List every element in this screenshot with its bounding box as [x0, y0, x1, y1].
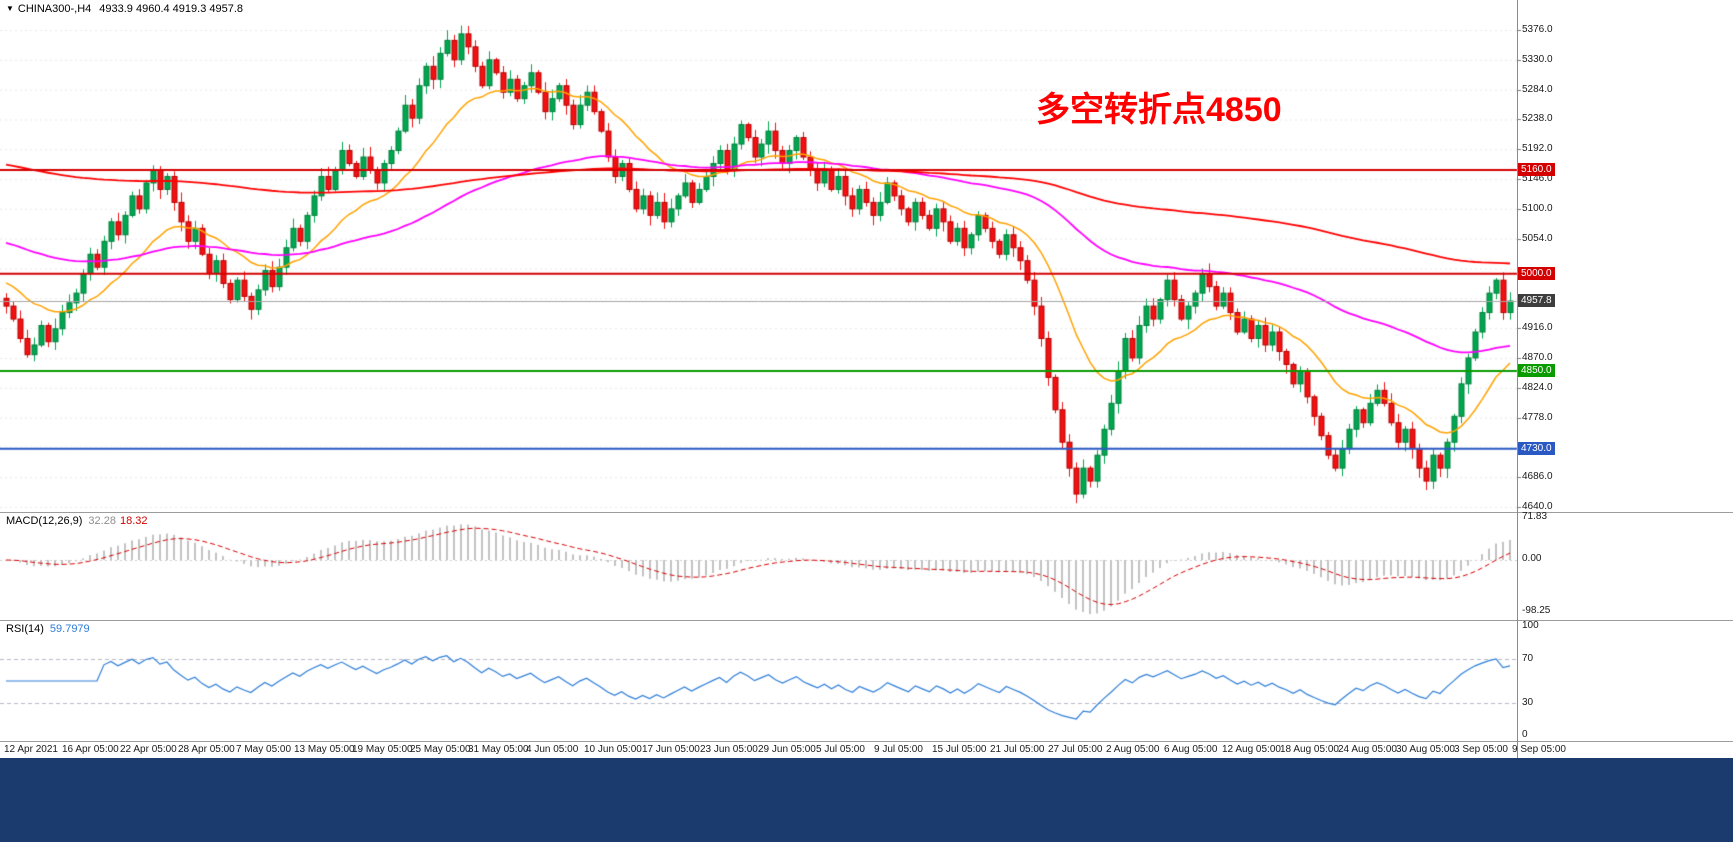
- time-axis-label: 10 Jun 05:00: [584, 744, 642, 755]
- price-badge-5160-0: 5160.0: [1518, 162, 1555, 176]
- time-axis-label: 16 Apr 05:00: [62, 744, 119, 755]
- price-badge-5000-0: 5000.0: [1518, 266, 1555, 280]
- rsi-label-text: RSI(14): [6, 623, 44, 635]
- time-axis-label: 7 May 05:00: [236, 744, 292, 755]
- time-axis-label: 6 Aug 05:00: [1164, 744, 1218, 755]
- price-axis-label: 4916.0: [1522, 322, 1553, 334]
- time-axis-label: 31 May 05:00: [468, 744, 529, 755]
- time-axis-label: 17 Jun 05:00: [642, 744, 700, 755]
- price-axis-label: 5376.0: [1522, 24, 1553, 35]
- price-axis-label: 5192.0: [1522, 143, 1553, 155]
- price-axis-label: 5238.0: [1522, 113, 1553, 125]
- time-axis-label: 29 Jun 05:00: [758, 744, 816, 755]
- price-axis-label: 4870.0: [1522, 351, 1553, 363]
- price-axis-label: 4640.0: [1522, 501, 1553, 512]
- time-axis-label: 27 Jul 05:00: [1048, 744, 1103, 755]
- macd-axis-max-label: 71.83: [1522, 511, 1548, 522]
- time-axis-label: 12 Aug 05:00: [1222, 744, 1281, 755]
- time-axis-label: 3 Sep 05:00: [1454, 744, 1508, 755]
- time-axis-separator: [0, 741, 1733, 742]
- time-axis-label: 30 Aug 05:00: [1396, 744, 1455, 755]
- time-axis-label: 18 Aug 05:00: [1280, 744, 1339, 755]
- price-axis-label: 4686.0: [1522, 471, 1553, 483]
- time-axis-label: 9 Sep 05:00: [1512, 744, 1566, 755]
- macd-axis-min-label: -98.25: [1522, 605, 1551, 616]
- time-axis-label: 19 May 05:00: [352, 744, 413, 755]
- price-axis-border: [1517, 0, 1518, 758]
- price-badge-4957-8: 4957.8: [1518, 294, 1555, 308]
- rsi-axis-0-label: 0: [1522, 729, 1528, 740]
- price-badge-4730-0: 4730.0: [1518, 441, 1555, 455]
- rsi-value: 59.7979: [49, 623, 90, 635]
- macd-axis-zero-label: 0.00: [1522, 553, 1542, 564]
- time-axis-label: 2 Aug 05:00: [1106, 744, 1160, 755]
- time-axis-label: 15 Jul 05:00: [932, 744, 987, 755]
- price-axis-label: 5100.0: [1522, 202, 1553, 214]
- time-axis-label: 13 May 05:00: [294, 744, 355, 755]
- time-axis-label: 9 Jul 05:00: [874, 744, 923, 755]
- rsi-axis-100-label: 100: [1522, 620, 1539, 631]
- time-axis-label: 24 Aug 05:00: [1338, 744, 1397, 755]
- price-axis-label: 5330.0: [1522, 53, 1553, 65]
- time-axis-label: 28 Apr 05:00: [178, 744, 235, 755]
- macd-signal-value: 18.32: [119, 515, 148, 527]
- time-axis-label: 23 Jun 05:00: [700, 744, 758, 755]
- price-axis-label: 5284.0: [1522, 83, 1553, 95]
- macd-panel-separator[interactable]: [0, 512, 1733, 513]
- price-axis-label: 4778.0: [1522, 411, 1553, 423]
- macd-main-value: 32.28: [88, 515, 116, 527]
- rsi-axis-70-label: 70: [1522, 653, 1534, 664]
- symbol-name: CHINA300-,H4: [17, 3, 92, 15]
- rsi-axis-30-label: 30: [1522, 697, 1534, 708]
- price-axis-label: 4824.0: [1522, 381, 1553, 393]
- chart-annotation-text: 多空转折点4850: [1036, 91, 1282, 129]
- time-axis-label: 21 Jul 05:00: [990, 744, 1045, 755]
- time-axis-label: 22 Apr 05:00: [120, 744, 177, 755]
- time-axis-label: 12 Apr 2021: [4, 744, 58, 755]
- price-badge-4850-0: 4850.0: [1518, 363, 1555, 377]
- price-axis-label: 5054.0: [1522, 232, 1553, 244]
- rsi-indicator-label: RSI(14) 59.7979: [6, 623, 90, 635]
- price-axis-label: 5146.0: [1522, 173, 1553, 185]
- macd-indicator-label: MACD(12,26,9) 32.28 18.32: [6, 515, 147, 527]
- time-axis-label: 5 Jul 05:00: [816, 744, 865, 755]
- time-axis-label: 4 Jun 05:00: [526, 744, 579, 755]
- rsi-panel-separator[interactable]: [0, 620, 1733, 621]
- macd-label-text: MACD(12,26,9): [6, 515, 83, 527]
- time-axis-label: 25 May 05:00: [410, 744, 471, 755]
- bottom-taskbar: [0, 758, 1733, 842]
- symbol-info-bar: ▼ CHINA300-,H4 4933.9 4960.4 4919.3 4957.8: [6, 3, 243, 15]
- symbol-ohlc-values: 4933.9 4960.4 4919.3 4957.8: [99, 3, 244, 15]
- chart-expand-icon[interactable]: ▼: [6, 4, 14, 13]
